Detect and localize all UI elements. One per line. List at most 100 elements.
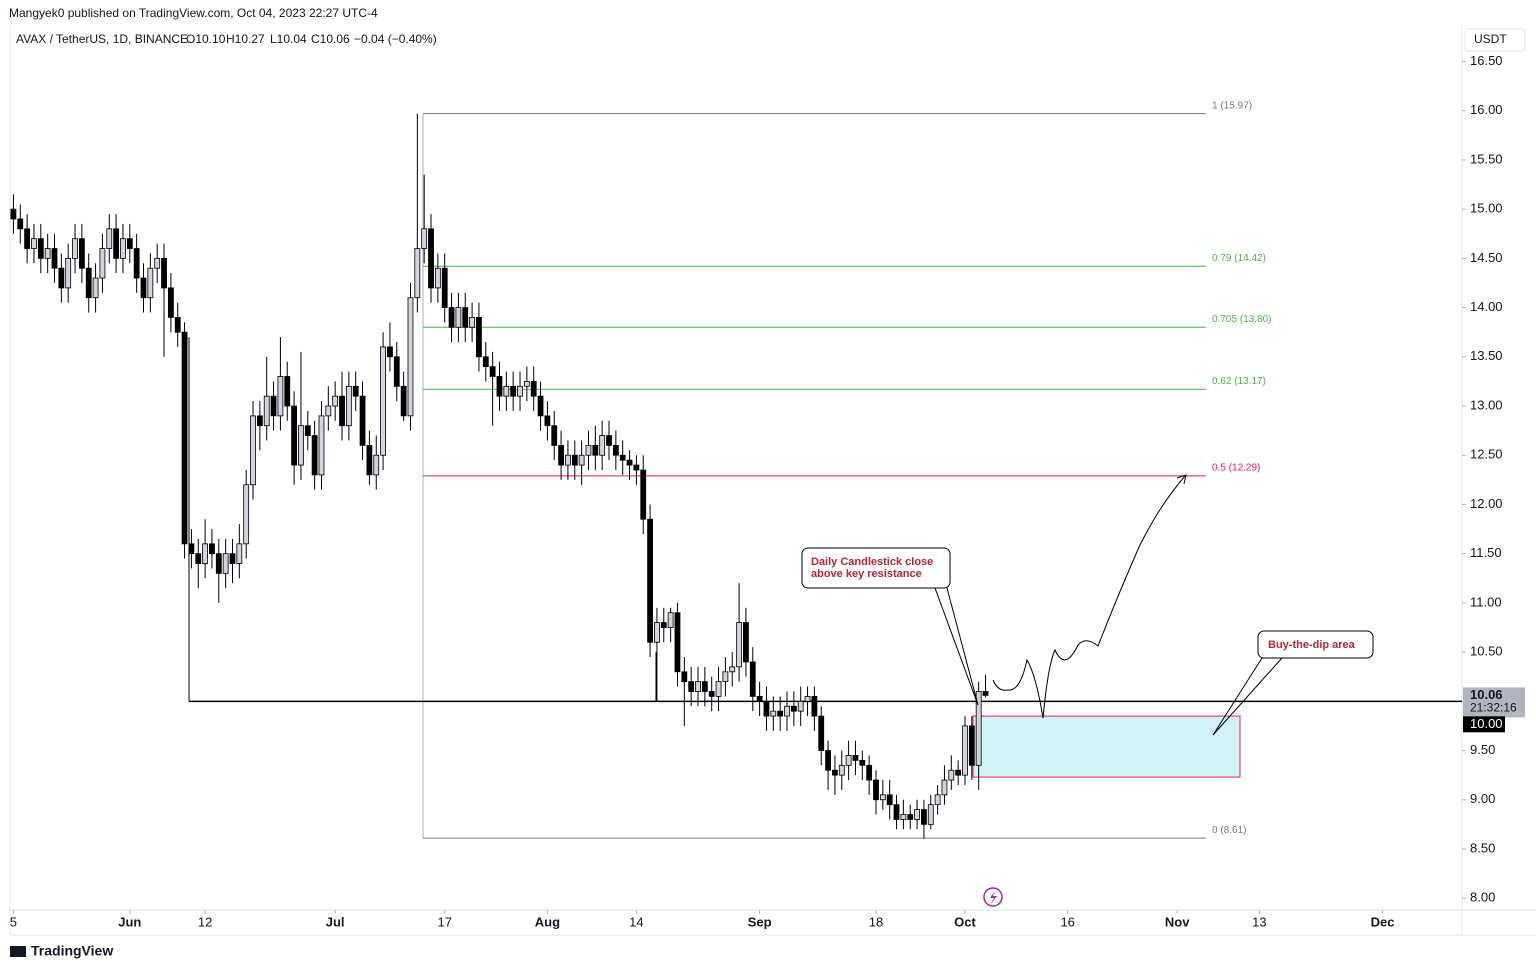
candle-body	[599, 435, 606, 456]
candle-body	[893, 804, 900, 820]
candle-body	[113, 228, 120, 259]
candle-body	[626, 459, 633, 466]
candle-body	[571, 454, 578, 466]
y-tick-label: 10.50	[1470, 644, 1503, 659]
callout-pointer	[934, 587, 979, 706]
brand: TradingView	[31, 943, 113, 959]
x-tick-label: 13	[1252, 914, 1266, 929]
candle-body	[298, 425, 304, 466]
candle-body	[154, 257, 161, 269]
x-tick-label: Nov	[1165, 914, 1190, 929]
x-tick-label: 18	[869, 914, 883, 929]
candle-body	[140, 277, 147, 299]
candle-body	[496, 376, 503, 397]
fib-label: 0.62 (13.17)	[1212, 376, 1266, 387]
y-tick-label: 15.50	[1470, 151, 1503, 166]
ohlc-close: C10.06	[311, 32, 350, 46]
candle-body	[866, 764, 873, 781]
candle-body	[975, 691, 982, 766]
y-tick-label: 11.50	[1470, 545, 1502, 560]
candle-body	[640, 469, 647, 520]
y-tick-label: 11.00	[1470, 594, 1502, 609]
candle-body	[291, 405, 298, 466]
candle-body	[256, 415, 263, 427]
candle-body	[982, 691, 989, 696]
candle-body	[332, 395, 339, 407]
candle-body	[838, 764, 845, 776]
x-tick-label: Jul	[326, 914, 345, 929]
candle-body	[695, 681, 701, 692]
candle-body	[44, 248, 51, 259]
candle-body	[304, 425, 311, 436]
candle-body	[380, 346, 386, 456]
candle-body	[818, 715, 825, 751]
candle-body	[660, 622, 667, 628]
candle-body	[530, 381, 537, 397]
candle-body	[24, 228, 31, 249]
candle-body	[537, 395, 544, 417]
candle-body	[462, 307, 469, 328]
symbol: AVAX / TetherUS, 1D, BINANCE	[16, 32, 188, 46]
key-level-box	[1463, 716, 1505, 733]
candle-body	[784, 705, 790, 717]
ohlc-high: H10.27	[226, 32, 265, 46]
candle-body	[243, 484, 250, 545]
candle-body	[161, 257, 167, 289]
candle-body	[393, 356, 400, 387]
candle-body	[647, 518, 653, 643]
candle-body	[804, 695, 811, 702]
candle-body	[558, 444, 564, 466]
x-tick-label: 5	[10, 914, 17, 929]
candle-body	[763, 700, 770, 717]
candle-body	[681, 671, 688, 683]
candle-body	[811, 695, 818, 717]
candle-body	[92, 277, 99, 299]
candle-body	[51, 248, 58, 269]
candle-body	[373, 454, 380, 476]
x-tick-label: Aug	[535, 914, 560, 929]
ohlc-change: −0.04 (−0.40%)	[354, 32, 437, 46]
candle-body	[270, 395, 277, 417]
fib-label: 0 (8.61)	[1212, 825, 1246, 836]
currency-box[interactable]	[1464, 28, 1526, 52]
candle-body	[448, 307, 455, 328]
candle-body	[879, 794, 886, 801]
candle-body	[455, 307, 462, 328]
x-tick-label: Sep	[748, 914, 772, 929]
y-tick-label: 9.50	[1470, 742, 1495, 757]
buy-zone-box	[1257, 630, 1374, 659]
candle-body	[790, 705, 797, 712]
candle-body	[17, 218, 24, 230]
y-tick-label: 15.00	[1470, 201, 1503, 216]
y-tick-label: 13.50	[1470, 348, 1503, 363]
candle-body	[962, 725, 968, 776]
candle-body	[948, 769, 955, 781]
candle-body	[797, 700, 804, 712]
currency: USDT	[1474, 32, 1507, 46]
candle-body	[551, 425, 558, 446]
candle-body	[387, 346, 393, 358]
candle-body	[345, 385, 352, 427]
fib-label: 0.5 (12.29)	[1212, 463, 1260, 474]
x-tick-label: 12	[198, 914, 212, 929]
candle-body	[78, 238, 85, 269]
candle-body	[174, 317, 181, 333]
candle-body	[886, 794, 893, 806]
candle-body	[968, 725, 975, 766]
candle-body	[619, 454, 626, 461]
ohlc-open: O10.10	[186, 32, 226, 46]
candle-body	[263, 395, 270, 427]
projection	[992, 475, 1186, 719]
y-tick-label: 8.50	[1470, 840, 1495, 855]
candle-body	[229, 553, 236, 564]
fib-label: 1 (15.97)	[1212, 100, 1252, 111]
candle-body	[188, 543, 195, 555]
ohlc-low: L10.04	[270, 32, 307, 46]
candle-body	[927, 804, 934, 825]
candle-body	[284, 376, 291, 407]
candle-body	[612, 444, 619, 456]
event-bolt	[990, 891, 997, 904]
candle-body	[421, 228, 428, 249]
candle-body	[133, 248, 140, 279]
